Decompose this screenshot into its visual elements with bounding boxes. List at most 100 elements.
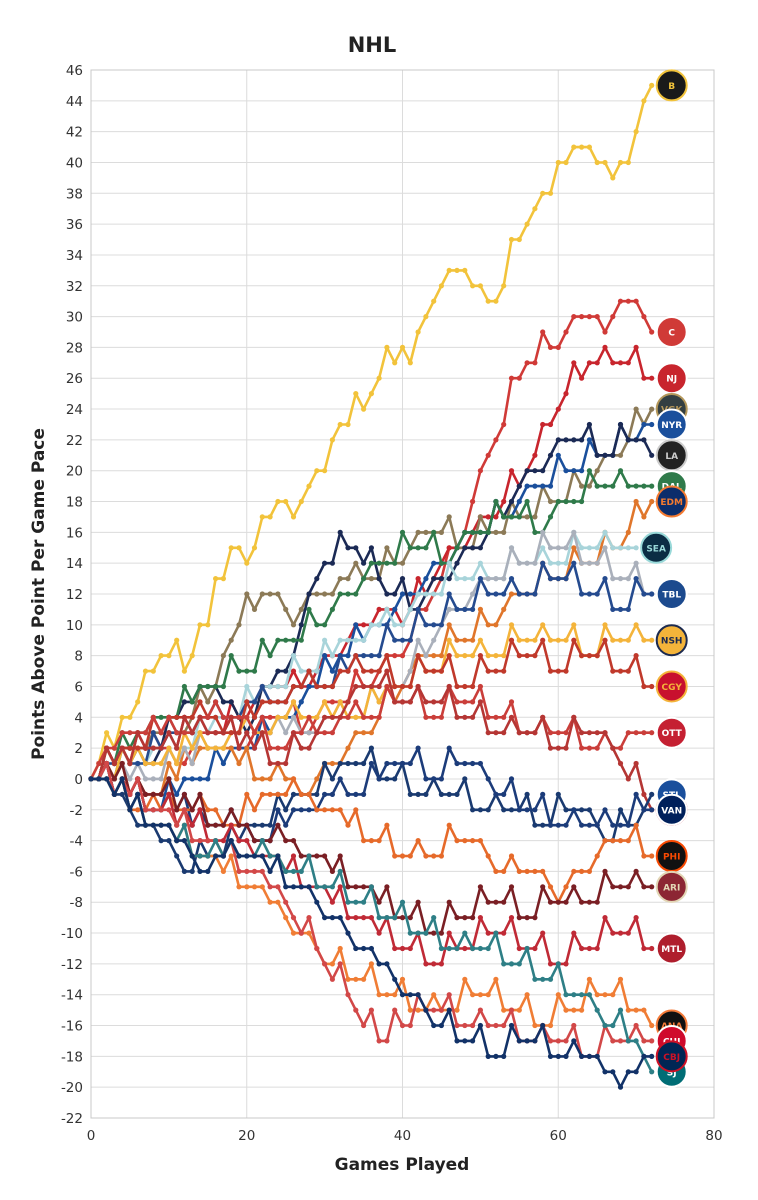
data-point [415, 899, 421, 905]
data-point [275, 884, 281, 890]
y-tick-label: 12 [66, 587, 83, 603]
data-point [633, 406, 639, 412]
data-point [329, 668, 335, 674]
data-point [641, 483, 647, 489]
data-point [477, 838, 483, 844]
data-point [547, 545, 554, 551]
data-point [516, 730, 522, 736]
data-point [306, 683, 312, 690]
data-point [579, 375, 585, 381]
data-point [571, 622, 577, 628]
data-point [298, 699, 304, 705]
y-tick-label: -8 [70, 895, 83, 911]
data-point [267, 514, 273, 520]
y-tick-label: 42 [66, 125, 83, 141]
data-point [205, 699, 211, 705]
data-point [174, 776, 180, 782]
data-point [329, 899, 335, 905]
data-point [641, 591, 647, 597]
data-point [594, 992, 600, 998]
data-point [267, 760, 273, 767]
data-point [306, 791, 312, 798]
data-point [633, 730, 639, 736]
data-point [579, 945, 585, 952]
data-point [228, 822, 234, 828]
data-point [485, 730, 491, 736]
data-point [508, 1022, 515, 1029]
data-point [259, 822, 265, 828]
data-point [399, 591, 406, 597]
data-point [617, 760, 624, 767]
data-point [314, 807, 320, 813]
data-point [477, 915, 483, 921]
team-logo-van: VAN [655, 793, 688, 826]
data-point [438, 576, 444, 582]
y-tick-label: 16 [66, 525, 83, 541]
data-point [244, 683, 250, 690]
logo-label: CGY [662, 683, 683, 693]
data-point [508, 699, 515, 705]
team-logo-ott: OTT [655, 716, 688, 749]
data-point [197, 853, 203, 859]
data-point [399, 344, 406, 350]
data-point [633, 760, 639, 767]
data-point [290, 699, 297, 705]
data-point [524, 915, 530, 921]
data-point [415, 992, 421, 998]
data-point [571, 884, 577, 890]
team-logo-nyr: NYR [655, 408, 688, 441]
data-point [524, 868, 530, 875]
data-point [298, 683, 304, 690]
data-point [649, 591, 655, 597]
data-point [571, 1022, 577, 1029]
data-point [181, 868, 187, 875]
data-point [228, 545, 234, 551]
data-point [251, 745, 258, 751]
data-point [376, 606, 382, 613]
data-point [283, 915, 289, 921]
data-point [392, 976, 398, 982]
data-point [617, 637, 624, 643]
data-point [633, 915, 639, 921]
data-point [353, 560, 359, 566]
data-point [407, 683, 413, 690]
data-point [485, 622, 491, 628]
data-point [610, 822, 616, 828]
data-point [150, 668, 156, 674]
data-point [166, 760, 172, 767]
data-point [142, 668, 149, 674]
data-point [96, 760, 102, 767]
data-point [283, 498, 289, 505]
data-point [438, 699, 444, 705]
team-logo-c: C [655, 316, 688, 348]
data-point [555, 637, 561, 643]
data-point [407, 1022, 413, 1029]
data-point [617, 807, 624, 813]
data-point [617, 668, 624, 674]
y-tick-label: 0 [74, 772, 83, 788]
data-point [376, 653, 382, 659]
data-point [485, 298, 491, 304]
data-point [392, 699, 398, 705]
x-tick-label: 20 [238, 1128, 255, 1144]
data-point [174, 807, 180, 813]
data-point [493, 791, 499, 798]
data-point [322, 807, 328, 813]
data-point [251, 668, 258, 674]
data-point [446, 591, 452, 597]
data-point [454, 945, 460, 952]
y-tick-label: 38 [66, 186, 83, 202]
data-point [322, 560, 328, 566]
data-point [337, 637, 343, 643]
data-point [392, 915, 398, 921]
data-point [368, 545, 374, 551]
data-point [547, 730, 554, 736]
data-point [142, 760, 149, 767]
data-point [524, 221, 530, 227]
data-point [174, 822, 180, 828]
data-point [392, 606, 398, 613]
data-point [197, 730, 203, 736]
data-point [290, 853, 297, 859]
data-point [415, 637, 421, 643]
data-point [602, 868, 608, 875]
